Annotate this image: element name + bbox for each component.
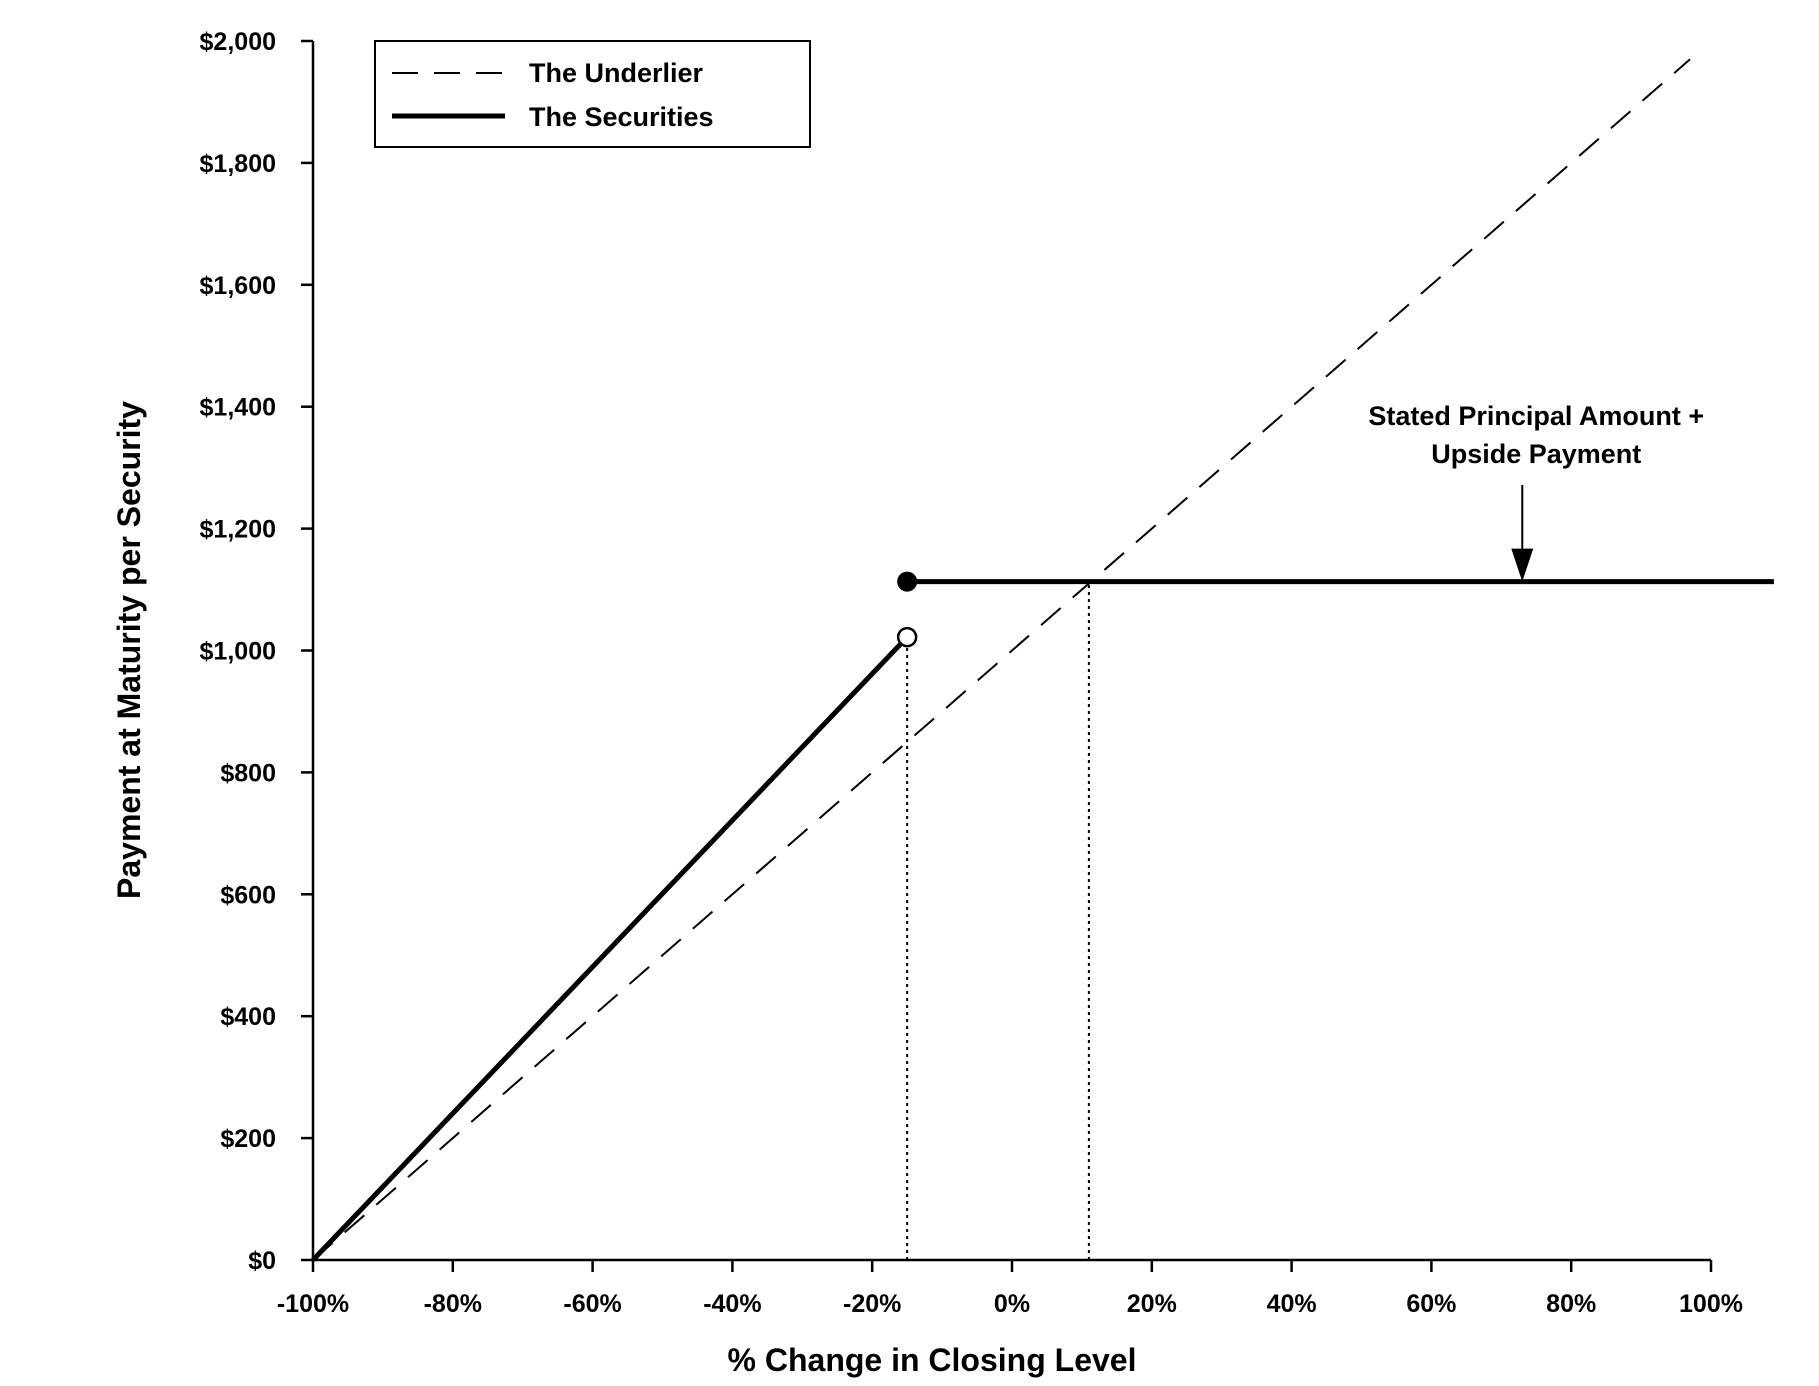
x-tick-label: -40% <box>703 1290 761 1318</box>
x-tick-label: -60% <box>563 1290 621 1318</box>
y-tick-label: $1,800 <box>200 150 276 178</box>
legend-label-underlier: The Underlier <box>529 58 704 88</box>
filled-circle-marker <box>897 571 918 592</box>
y-tick-label: $1,200 <box>200 516 276 544</box>
x-tick-label: 0% <box>994 1290 1030 1318</box>
x-tick-label: 80% <box>1546 1290 1596 1318</box>
x-tick-label: 60% <box>1406 1290 1456 1318</box>
annotation-arrow-head <box>1511 548 1534 582</box>
x-tick-label: 100% <box>1679 1290 1743 1318</box>
x-axis-ticks: -100% -80% -60% -40% -20% 0% 20% 40% 60% 80% 100% <box>277 1260 1743 1318</box>
reference-lines <box>906 581 1090 1260</box>
annotation-line-1: Stated Principal Amount + <box>1368 401 1704 431</box>
y-tick-label: $600 <box>220 881 276 909</box>
annotation-line-2: Upside Payment <box>1431 439 1641 469</box>
legend-label-securities: The Securities <box>529 102 714 132</box>
y-tick-label: $2,000 <box>200 28 276 56</box>
open-circle-marker <box>896 626 918 648</box>
legend-box <box>374 40 811 148</box>
x-tick-label: -100% <box>277 1290 349 1318</box>
x-tick-label: -80% <box>424 1290 482 1318</box>
x-tick-label: -20% <box>843 1290 901 1318</box>
series-layer <box>311 58 1774 1262</box>
y-tick-label: $1,400 <box>200 394 276 422</box>
y-tick-label: $200 <box>220 1125 276 1153</box>
y-tick-label: $1,000 <box>200 638 276 666</box>
y-tick-label: $800 <box>220 759 276 787</box>
underlier-line <box>312 58 1691 1261</box>
x-tick-label: 40% <box>1267 1290 1317 1318</box>
x-axis-title: % Change in Closing Level <box>728 1342 1137 1378</box>
y-tick-label: $0 <box>248 1247 276 1275</box>
annotation: Stated Principal Amount + Upside Payment <box>1368 401 1704 582</box>
y-tick-label: $400 <box>220 1003 276 1031</box>
securities-segment-1 <box>311 635 909 1262</box>
y-axis-ticks: $0 $200 $400 $600 $800 $1,000 $1,200 $1,400 $1,6… <box>200 28 313 1275</box>
y-tick-label: $1,600 <box>200 272 276 300</box>
y-axis-title: Payment at Maturity per Security <box>111 401 147 899</box>
x-tick-label: 20% <box>1127 1290 1177 1318</box>
legend: The Underlier The Securities <box>374 40 811 148</box>
